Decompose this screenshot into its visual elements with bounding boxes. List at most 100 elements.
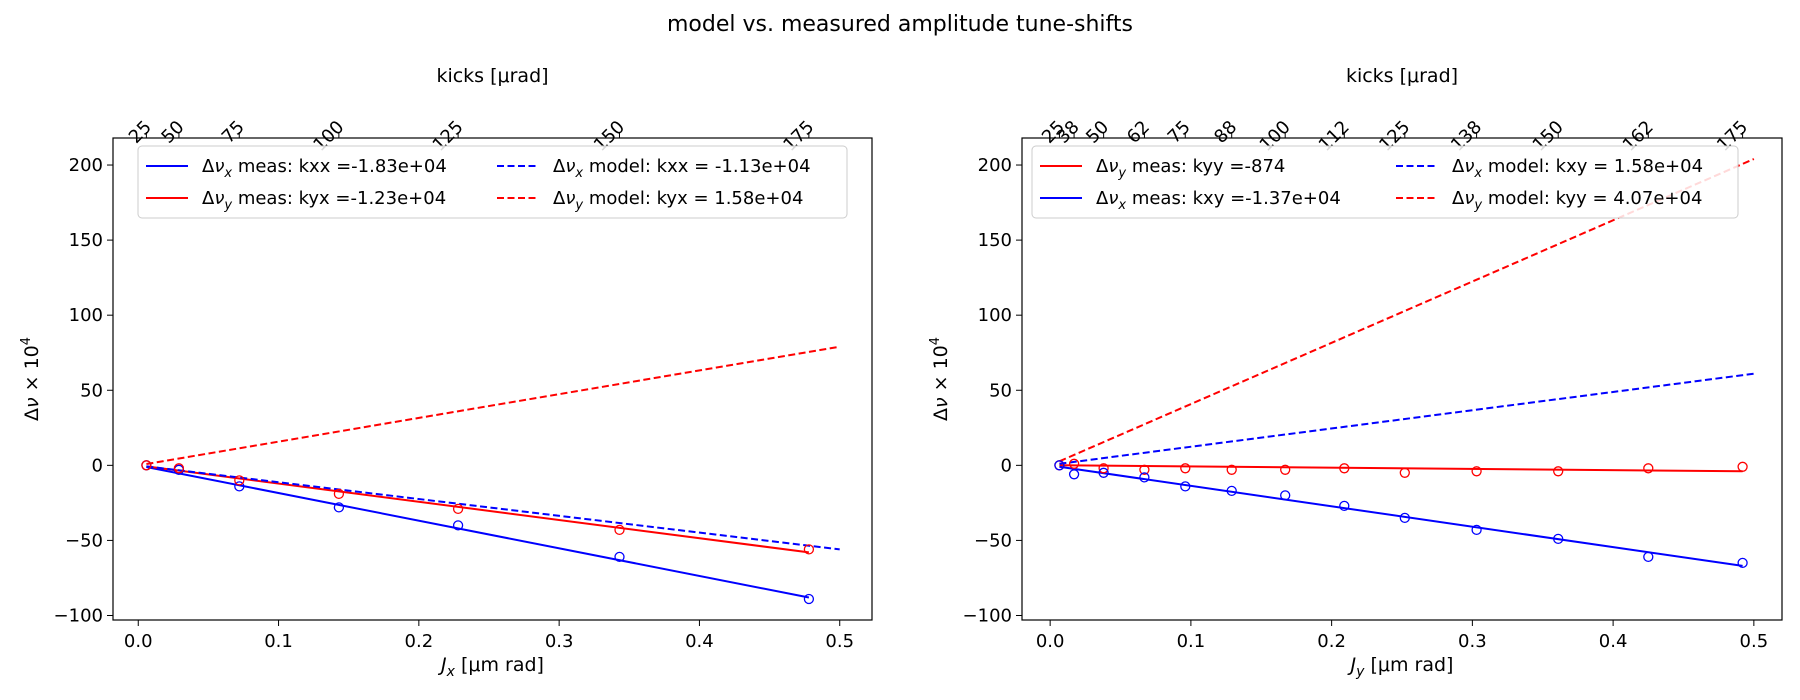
data-point [1098,467,1109,478]
axes-frame [1021,137,1783,621]
legend-label: meas: kyx =-1.23e+04 [232,188,446,209]
legend-subscript: x [1473,166,1482,181]
x-axis-title-subscript: x [446,664,456,680]
legend-subscript: y [1117,166,1126,181]
y-tick-label: 100 [69,305,103,326]
x-axis-title-units: [μm rad] [455,654,544,676]
data-point [333,488,345,500]
data-point [1399,512,1410,524]
figure-title: model vs. measured amplitude tune-shifts [667,12,1133,37]
legend-symbol: Δ [1096,156,1109,177]
legend-label: meas: kxx =-1.83e+04 [232,156,447,177]
legend-label: model: kyy = 4.07e+04 [1482,188,1702,209]
legend-entry: Δνx model: kxy = 1.58e+04 [1452,156,1703,181]
data-point [141,460,152,471]
legend-entry: Δνx model: kxx = -1.13e+04 [553,156,811,181]
top-tick-label: 75 [1164,117,1195,148]
legend-symbol: Δ [553,156,566,177]
data-point [1280,464,1291,475]
y-tick-label: 150 [978,230,1012,251]
data-point [1180,481,1191,492]
legend-entry: Δνy model: kyy = 4.07e+04 [1452,188,1702,213]
y-tick-label: 0 [92,455,103,476]
data-point [1139,464,1150,475]
y-axis-title-times: × 10 [21,345,43,397]
top-axis-title: kicks [μrad] [1346,65,1458,87]
legend-symbol: Δ [1096,188,1109,209]
legend-subscript: x [1117,198,1126,213]
top-tick-label: 88 [1210,117,1241,148]
legend-label: model: kxx = -1.13e+04 [583,156,810,177]
legend-nu: ν [1464,156,1474,177]
data-point [1339,463,1350,474]
legend-entry: Δνy meas: kyy =-874 [1096,156,1285,181]
data-point [1180,463,1191,474]
legend-entry: Δνx meas: kxy =-1.37e+04 [1096,188,1341,213]
legend-box [1031,145,1739,219]
top-tick-label: 25 [125,117,156,148]
legend-box [137,145,848,219]
x-axis-title-symbol: J [437,654,447,676]
legend-label: model: kxy = 1.58e+04 [1482,156,1703,177]
data-point [803,593,815,605]
legend-nu: ν [565,156,575,177]
y-axis-title-nu: ν [21,397,43,408]
data-point [234,481,245,492]
data-point [452,520,464,531]
y-tick-label: 200 [69,155,103,176]
legend-nu: ν [214,188,224,209]
legend-symbol: Δ [202,188,215,209]
legend-label: meas: kyy =-874 [1126,156,1285,177]
top-tick-label: 62 [1123,117,1154,148]
x-tick-label: 0.3 [1458,631,1487,652]
legend-symbol: Δ [553,188,566,209]
legend-subscript: x [223,166,232,181]
data-point [1643,463,1654,474]
data-point [1068,469,1080,480]
series-line-1 [1059,464,1743,473]
legend-nu: ν [214,156,224,177]
data-point [1471,524,1482,536]
y-axis-title-exponent: 4 [928,337,943,345]
data-point [1339,500,1350,512]
y-tick-label: −100 [963,605,1012,626]
y-axis-title-nu: ν [930,397,952,408]
data-point [614,524,625,536]
x-tick-label: 0.0 [1036,631,1065,652]
chart-panel-2: 0.0 0.1 0.2 0.3 0.4 0.5−100−50050100150200253… [928,65,1783,680]
y-tick-label: 0 [1001,455,1012,476]
x-axis-title-symbol: J [1347,654,1357,676]
y-tick-label: 100 [978,305,1012,326]
data-point [1226,464,1237,475]
series-line-3 [146,465,840,551]
y-tick-label: 150 [69,230,103,251]
series-line-4 [146,345,840,465]
series-line-2 [146,465,810,554]
data-point [1226,485,1237,497]
x-tick-label: 0.5 [1740,631,1769,652]
y-tick-label: −50 [65,530,103,551]
legend-nu: ν [1108,188,1118,209]
y-axis-title: Δν × 104 [19,337,43,421]
x-tick-label: 0.0 [124,631,153,652]
y-axis-title: Δν × 104 [928,337,952,421]
top-tick-label: 50 [157,117,188,148]
data-point [173,463,185,474]
y-axis-title-times: × 10 [930,345,952,397]
x-tick-label: 0.1 [1177,631,1206,652]
data-point [452,503,464,515]
data-point [1471,466,1482,477]
y-axis-title-base: Δ [930,408,952,421]
data-point [1098,463,1109,474]
data-point [1054,460,1065,471]
x-tick-label: 0.4 [1599,631,1628,652]
legend-label: model: kyx = 1.58e+04 [583,188,803,209]
data-point [1139,472,1150,483]
legend-symbol: Δ [202,156,215,177]
y-tick-label: −50 [974,530,1012,551]
legend-subscript: y [1473,198,1482,213]
data-point [1643,551,1654,563]
x-tick-label: 0.2 [405,631,434,652]
